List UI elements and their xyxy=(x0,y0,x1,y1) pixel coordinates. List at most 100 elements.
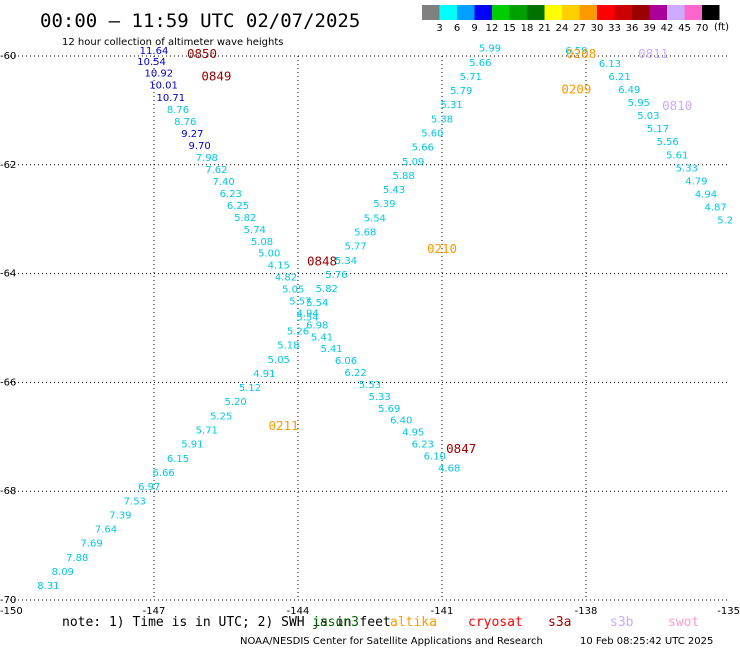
wave-height-value: 5.77 xyxy=(344,242,366,253)
wave-height-value: 5.05 xyxy=(282,285,304,296)
color-scale-tick: 3 xyxy=(436,23,442,34)
x-tick-label: -150 xyxy=(0,606,23,617)
wave-height-value: 4.87 xyxy=(704,202,726,213)
wave-height-value: 5.25 xyxy=(210,411,232,422)
color-scale-tick: 33 xyxy=(608,23,621,34)
wave-height-value: 11.64 xyxy=(140,46,169,57)
wave-height-value: 5.20 xyxy=(224,397,246,408)
wave-height-value: 5.26 xyxy=(287,327,309,338)
color-swatch xyxy=(702,5,720,20)
wave-height-value: 4.82 xyxy=(275,273,297,284)
wave-height-value: 5.12 xyxy=(239,383,261,394)
satellite-legend-entry: s3b xyxy=(610,615,634,630)
wave-height-value: 8.76 xyxy=(167,105,189,116)
wave-height-value: 5.18 xyxy=(277,341,299,352)
color-swatch xyxy=(492,5,510,20)
wave-height-value: 7.69 xyxy=(80,539,102,550)
wave-height-value: 8.31 xyxy=(37,581,59,592)
color-swatch xyxy=(614,5,632,20)
wave-height-value: 5.54 xyxy=(364,213,386,224)
chart-subtitle: 12 hour collection of altimeter wave hei… xyxy=(62,37,283,48)
wave-height-value: 5.09 xyxy=(402,157,424,168)
wave-height-value: 5.53 xyxy=(359,380,381,391)
pass-time-label: 0847 xyxy=(446,441,476,456)
color-swatch xyxy=(597,5,615,20)
pass-time-label: 0850 xyxy=(187,46,217,61)
y-tick-label: -60 xyxy=(0,51,16,62)
y-tick-label: -68 xyxy=(0,486,16,497)
color-scale-tick: 12 xyxy=(486,23,499,34)
wave-height-value: 5.82 xyxy=(316,284,338,295)
x-tick-label: -135 xyxy=(717,606,740,617)
color-swatch xyxy=(509,5,527,20)
wave-height-value: 5.03 xyxy=(637,111,659,122)
color-swatch xyxy=(544,5,562,20)
color-swatch xyxy=(527,5,545,20)
wave-height-value: 7.53 xyxy=(124,496,146,507)
wave-height-value: 5.54 xyxy=(306,298,328,309)
x-tick-label: -138 xyxy=(575,606,598,617)
wave-height-value: 8.09 xyxy=(52,567,74,578)
color-scale-tick: 21 xyxy=(538,23,551,34)
x-tick-label: -144 xyxy=(287,606,310,617)
footer-credit: NOAA/NESDIS Center for Satellite Applica… xyxy=(240,636,543,647)
footer-generated: 10 Feb 08:25:42 UTC 2025 xyxy=(580,636,713,647)
pass-time-label: 0848 xyxy=(307,254,337,269)
wave-height-value: 5.68 xyxy=(354,228,376,239)
color-swatch xyxy=(579,5,597,20)
chart-title: 00:00 – 11:59 UTC 02/07/2025 xyxy=(40,10,360,32)
x-tick-label: -147 xyxy=(143,606,166,617)
wave-height-value: 5.71 xyxy=(196,426,218,437)
wave-height-value: 6.40 xyxy=(390,416,412,427)
color-swatch xyxy=(422,5,440,20)
wave-height-value: 5.61 xyxy=(666,150,688,161)
wave-height-value: 6.21 xyxy=(608,72,630,83)
color-scale-tick: 15 xyxy=(503,23,516,34)
color-scale-tick: 42 xyxy=(661,23,674,34)
wave-height-value: 6.25 xyxy=(227,201,249,212)
color-scale-tick: 70 xyxy=(696,23,709,34)
wave-height-value: 5.99 xyxy=(479,44,501,55)
x-tick-label: -141 xyxy=(431,606,454,617)
wave-height-value: 6.23 xyxy=(412,440,434,451)
wave-height-value: 6.23 xyxy=(220,189,242,200)
wave-height-value: 7.98 xyxy=(196,153,218,164)
y-axis-ticks: -60 -62 -64 -66 -68 -70 xyxy=(0,51,16,606)
satellite-legend-entry: altika xyxy=(390,615,437,630)
satellite-legend-entry: cryosat xyxy=(468,615,523,630)
pass-time-labels: 0850 0849 0848 0847 0211 0210 0209 0208 0811 0810 xyxy=(187,46,692,456)
wave-height-value: 5.31 xyxy=(440,100,462,111)
wave-height-value: 6.49 xyxy=(618,85,640,96)
color-swatch xyxy=(457,5,475,20)
wave-height-value: 5.76 xyxy=(325,270,347,281)
y-tick-label: -66 xyxy=(0,377,16,388)
color-scale-tick: 24 xyxy=(556,23,569,34)
wave-height-value: 5.66 xyxy=(469,58,491,69)
wave-height-value: 4.15 xyxy=(268,261,290,272)
wave-height-value: 5.60 xyxy=(421,129,443,140)
wave-height-value: 5.88 xyxy=(392,171,414,182)
satellite-legend: jason3 altika cryosat s3a s3b swot xyxy=(312,615,699,630)
wave-height-value: 6.59 xyxy=(565,46,587,57)
color-swatch xyxy=(632,5,650,20)
pass-time-label: 0211 xyxy=(269,418,299,433)
color-scale-tick: 27 xyxy=(573,23,586,34)
wave-height-value: 4.68 xyxy=(438,464,460,475)
pass-time-label: 0811 xyxy=(638,46,668,61)
wave-height-value: 5.17 xyxy=(647,124,669,135)
wave-height-value: 5.74 xyxy=(244,225,266,236)
wave-height-value: 5.39 xyxy=(373,199,395,210)
wave-height-value: 5.43 xyxy=(383,185,405,196)
wave-height-value: 10.71 xyxy=(156,93,185,104)
wave-height-value: 6.98 xyxy=(306,321,328,332)
wave-height-value: 5.66 xyxy=(412,143,434,154)
wave-height-value: 10.54 xyxy=(137,57,166,68)
wave-height-value: 5.54 xyxy=(296,312,318,323)
color-scale-tick: 18 xyxy=(521,23,534,34)
wave-height-value: 5.33 xyxy=(676,163,698,174)
wave-height-value: 10.01 xyxy=(149,81,178,92)
wave-height-value: 5.71 xyxy=(460,72,482,83)
wave-height-value: 7.39 xyxy=(109,510,131,521)
color-swatch xyxy=(649,5,667,20)
data-points: 11.6410.5410.9210.0110.718.768.769.279.7… xyxy=(37,44,733,592)
